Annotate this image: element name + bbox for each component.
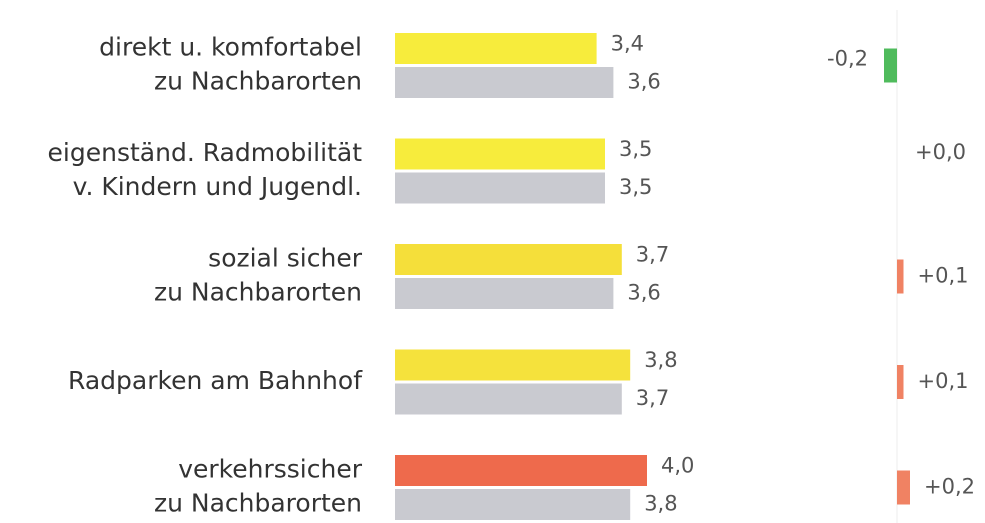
bar (395, 138, 605, 170)
category-label: Radparken am Bahnhof (68, 366, 363, 395)
difference-label: +0,0 (915, 140, 966, 164)
difference-bar (897, 259, 904, 294)
difference-label: +0,2 (924, 475, 975, 499)
value-label: 3,5 (619, 137, 652, 161)
value-label: 3,8 (644, 492, 677, 516)
difference-label: -0,2 (827, 47, 868, 71)
bar (395, 278, 614, 309)
category-label: zu Nachbarorten (154, 67, 362, 96)
category-label: verkehrssicher (178, 455, 363, 484)
category-label: zu Nachbarorten (154, 489, 362, 518)
category-label: v. Kindern und Jugendl. (73, 172, 362, 201)
bar (395, 172, 605, 204)
bar (395, 489, 631, 520)
bar (395, 67, 614, 98)
bar (395, 455, 647, 486)
difference-label: +0,1 (918, 264, 969, 288)
category-label: sozial sicher (208, 244, 363, 273)
value-label: 3,7 (636, 386, 669, 410)
difference-label: +0,1 (918, 369, 969, 393)
bar (395, 33, 597, 64)
difference-bar (884, 48, 897, 83)
category-label: direkt u. komfortabel (99, 33, 362, 62)
value-label: 3,5 (619, 175, 652, 199)
bar (395, 349, 631, 381)
value-label: 3,4 (611, 32, 644, 56)
bar (395, 383, 622, 415)
value-label: 3,6 (627, 281, 660, 305)
value-label: 3,6 (627, 70, 660, 94)
category-label: zu Nachbarorten (154, 278, 362, 307)
value-label: 4,0 (661, 454, 694, 478)
value-label: 3,7 (636, 243, 669, 267)
category-label: eigenständ. Radmobilität (48, 138, 363, 167)
difference-bar (897, 365, 904, 399)
difference-bar (897, 470, 910, 505)
value-label: 3,8 (644, 348, 677, 372)
bar (395, 244, 622, 275)
